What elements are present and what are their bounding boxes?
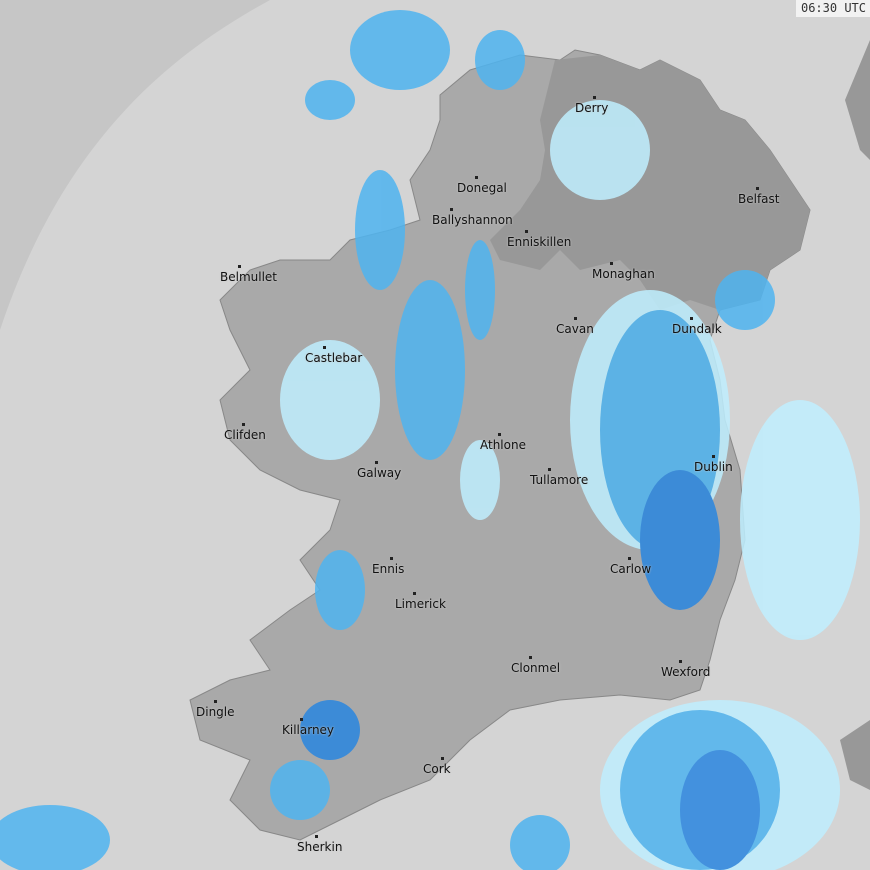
city-marker <box>238 265 241 268</box>
city-label: Limerick <box>395 597 446 611</box>
city-marker <box>323 346 326 349</box>
city-marker <box>574 317 577 320</box>
city-marker <box>450 208 453 211</box>
city-label: Enniskillen <box>507 235 572 249</box>
city-label: Castlebar <box>305 351 363 365</box>
city-marker <box>529 656 532 659</box>
city-marker <box>498 433 501 436</box>
city-marker <box>548 468 551 471</box>
city-label: Monaghan <box>592 267 655 281</box>
city-marker <box>628 557 631 560</box>
out-of-range-area <box>0 0 270 330</box>
city-marker <box>593 96 596 99</box>
timestamp: 06:30 UTC <box>795 0 870 17</box>
city-marker <box>441 757 444 760</box>
city-label: Cavan <box>556 322 594 336</box>
city-marker <box>375 461 378 464</box>
wales-land <box>840 720 870 790</box>
city-marker <box>712 455 715 458</box>
city-label: Clifden <box>224 428 266 442</box>
rain-echoes <box>0 10 860 870</box>
city-label: Sherkin <box>297 840 343 854</box>
city-label: Donegal <box>457 181 507 195</box>
city-marker <box>475 176 478 179</box>
city-marker <box>610 262 613 265</box>
city-label: Derry <box>575 101 609 115</box>
city-marker <box>242 423 245 426</box>
city-label: Killarney <box>282 723 335 737</box>
city-marker <box>214 700 217 703</box>
city-label: Dublin <box>694 460 733 474</box>
city-label: Ennis <box>372 562 405 576</box>
city-label: Ballyshannon <box>432 213 513 227</box>
city-label: Athlone <box>480 438 526 452</box>
city-label: Dingle <box>196 705 235 719</box>
city-marker <box>756 187 759 190</box>
city-label: Carlow <box>610 562 652 576</box>
city-marker <box>390 557 393 560</box>
city-label: Clonmel <box>511 661 561 675</box>
city-label: Wexford <box>661 665 711 679</box>
city-label: Galway <box>357 466 402 480</box>
city-label: Belmullet <box>220 270 277 284</box>
city-marker <box>525 230 528 233</box>
city-marker <box>690 317 693 320</box>
city-marker <box>300 718 303 721</box>
city-marker <box>413 592 416 595</box>
city-label: Cork <box>423 762 451 776</box>
britain-land <box>845 40 870 160</box>
city-label: Belfast <box>738 192 780 206</box>
city-marker <box>315 835 318 838</box>
city-marker <box>679 660 682 663</box>
city-label: Dundalk <box>672 322 722 336</box>
city-label: Tullamore <box>530 473 589 487</box>
